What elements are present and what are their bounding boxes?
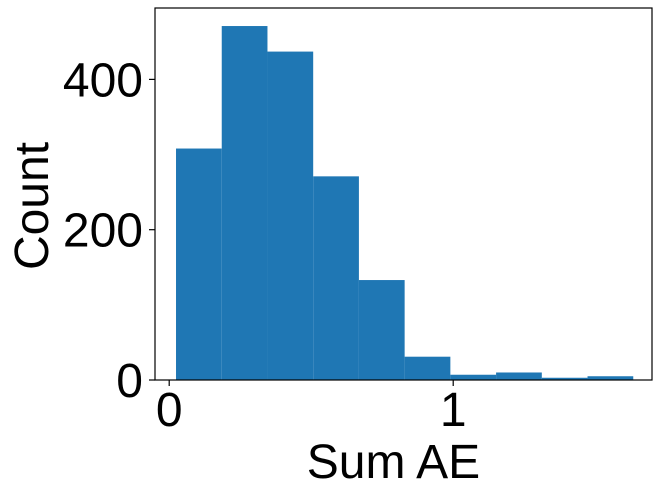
histogram-bar [358,280,405,380]
x-axis-label: Sum AE [307,436,480,489]
histogram-bar [313,176,359,380]
histogram-bar [267,51,314,380]
histogram-bar [496,372,542,380]
histogram-bar [541,377,588,380]
plot-frame [154,7,653,381]
histogram-bar [587,376,634,380]
y-tick-label: 200 [63,205,143,258]
y-axis-ticks: 0 200 400 [63,54,155,408]
histogram-bar [221,26,268,380]
y-axis-label: Count [6,142,59,270]
histogram-bar [450,374,497,380]
x-tick-label: 1 [440,384,467,437]
x-tick-label: 0 [156,384,183,437]
histogram-bar [176,148,222,380]
histogram-bar [404,356,451,380]
y-tick-label: 0 [116,355,143,408]
y-tick-label: 400 [63,54,143,107]
bars-group [176,26,634,380]
